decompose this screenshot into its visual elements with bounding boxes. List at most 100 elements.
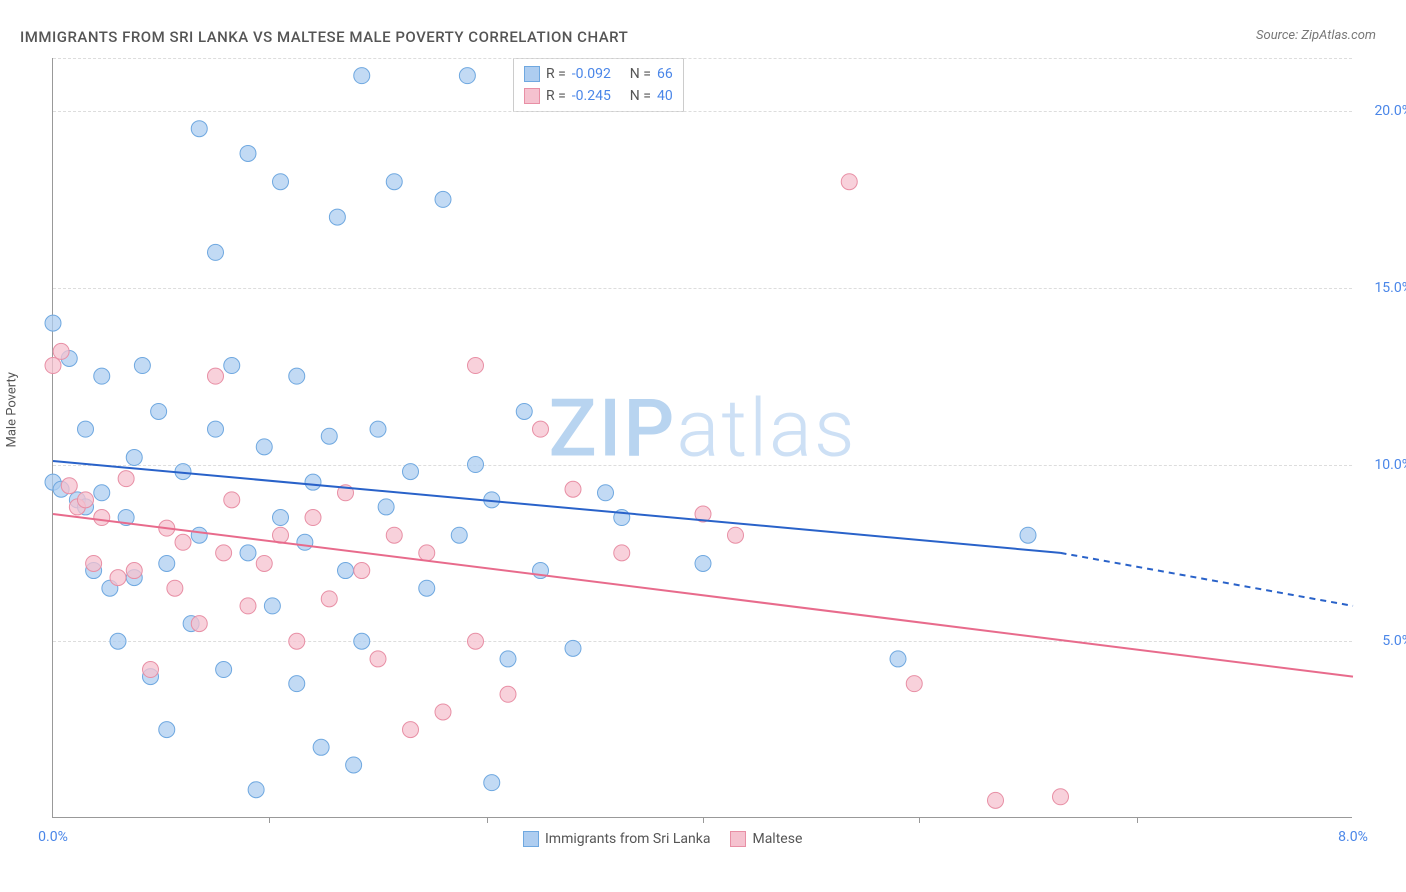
scatter-point (191, 616, 207, 632)
scatter-point (297, 534, 313, 550)
scatter-point (435, 191, 451, 207)
scatter-point (159, 722, 175, 738)
y-tick-label: 10.0% (1374, 457, 1406, 473)
scatter-point (468, 358, 484, 374)
scatter-point (240, 145, 256, 161)
legend-swatch-maltese-bottom (730, 831, 746, 847)
scatter-point (94, 510, 110, 526)
scatter-point (1020, 527, 1036, 543)
y-axis-label: Male Poverty (5, 372, 20, 447)
chart-title: IMMIGRANTS FROM SRI LANKA VS MALTESE MAL… (20, 28, 628, 46)
scatter-point (305, 474, 321, 490)
scatter-point (110, 633, 126, 649)
scatter-point (224, 358, 240, 374)
scatter-point (459, 68, 475, 84)
scatter-point (45, 358, 61, 374)
scatter-point (329, 209, 345, 225)
scatter-point (890, 651, 906, 667)
scatter-point (468, 457, 484, 473)
scatter-point (134, 358, 150, 374)
legend-bottom-maltese: Maltese (730, 831, 802, 847)
scatter-point (695, 555, 711, 571)
x-minor-tick (919, 817, 920, 823)
scatter-point (78, 492, 94, 508)
scatter-point (598, 485, 614, 501)
scatter-point (500, 686, 516, 702)
scatter-point (248, 782, 264, 798)
scatter-point (906, 676, 922, 692)
scatter-point (468, 633, 484, 649)
legend-bottom-label-maltese: Maltese (752, 831, 802, 847)
trend-line-extrapolated (1061, 553, 1354, 606)
scatter-point (354, 563, 370, 579)
trend-line (53, 514, 1353, 677)
scatter-point (191, 527, 207, 543)
scatter-point (216, 545, 232, 561)
plot-area: ZIPatlas R = -0.092 N = 66 R = -0.245 N … (52, 58, 1352, 818)
x-minor-tick (269, 817, 270, 823)
scatter-point (216, 662, 232, 678)
scatter-point (370, 421, 386, 437)
scatter-point (370, 651, 386, 667)
legend-bottom: Immigrants from Sri Lanka Maltese (523, 831, 802, 847)
plot-svg (53, 58, 1352, 817)
scatter-point (208, 368, 224, 384)
x-minor-tick (1137, 817, 1138, 823)
scatter-point (240, 545, 256, 561)
scatter-point (988, 792, 1004, 808)
scatter-point (289, 368, 305, 384)
scatter-point (151, 403, 167, 419)
scatter-point (208, 421, 224, 437)
scatter-point (208, 244, 224, 260)
scatter-point (224, 492, 240, 508)
scatter-point (386, 174, 402, 190)
scatter-point (289, 676, 305, 692)
y-tick-label: 20.0% (1374, 103, 1406, 119)
scatter-point (533, 421, 549, 437)
x-minor-tick (487, 817, 488, 823)
x-minor-tick (703, 817, 704, 823)
scatter-point (484, 775, 500, 791)
legend-swatch-srilanka-bottom (523, 831, 539, 847)
legend-bottom-label-srilanka: Immigrants from Sri Lanka (545, 831, 710, 847)
scatter-point (321, 428, 337, 444)
scatter-point (273, 174, 289, 190)
scatter-point (61, 478, 77, 494)
scatter-point (614, 545, 630, 561)
scatter-point (159, 555, 175, 571)
scatter-point (78, 421, 94, 437)
x-tick-label: 0.0% (38, 829, 68, 845)
scatter-point (1053, 789, 1069, 805)
scatter-point (403, 464, 419, 480)
scatter-point (240, 598, 256, 614)
scatter-point (143, 662, 159, 678)
y-tick-label: 5.0% (1382, 633, 1406, 649)
scatter-point (403, 722, 419, 738)
scatter-point (451, 527, 467, 543)
scatter-point (728, 527, 744, 543)
scatter-point (841, 174, 857, 190)
scatter-point (338, 563, 354, 579)
scatter-point (94, 485, 110, 501)
scatter-point (378, 499, 394, 515)
scatter-point (264, 598, 280, 614)
scatter-point (53, 343, 69, 359)
scatter-point (346, 757, 362, 773)
scatter-point (94, 368, 110, 384)
scatter-point (175, 534, 191, 550)
scatter-point (167, 580, 183, 596)
scatter-point (419, 545, 435, 561)
legend-bottom-srilanka: Immigrants from Sri Lanka (523, 831, 710, 847)
scatter-point (86, 555, 102, 571)
scatter-point (256, 439, 272, 455)
scatter-point (321, 591, 337, 607)
scatter-point (386, 527, 402, 543)
scatter-point (565, 640, 581, 656)
scatter-point (273, 510, 289, 526)
scatter-point (516, 403, 532, 419)
scatter-point (191, 121, 207, 137)
y-tick-label: 15.0% (1374, 280, 1406, 296)
scatter-point (118, 471, 134, 487)
scatter-point (289, 633, 305, 649)
scatter-point (110, 570, 126, 586)
